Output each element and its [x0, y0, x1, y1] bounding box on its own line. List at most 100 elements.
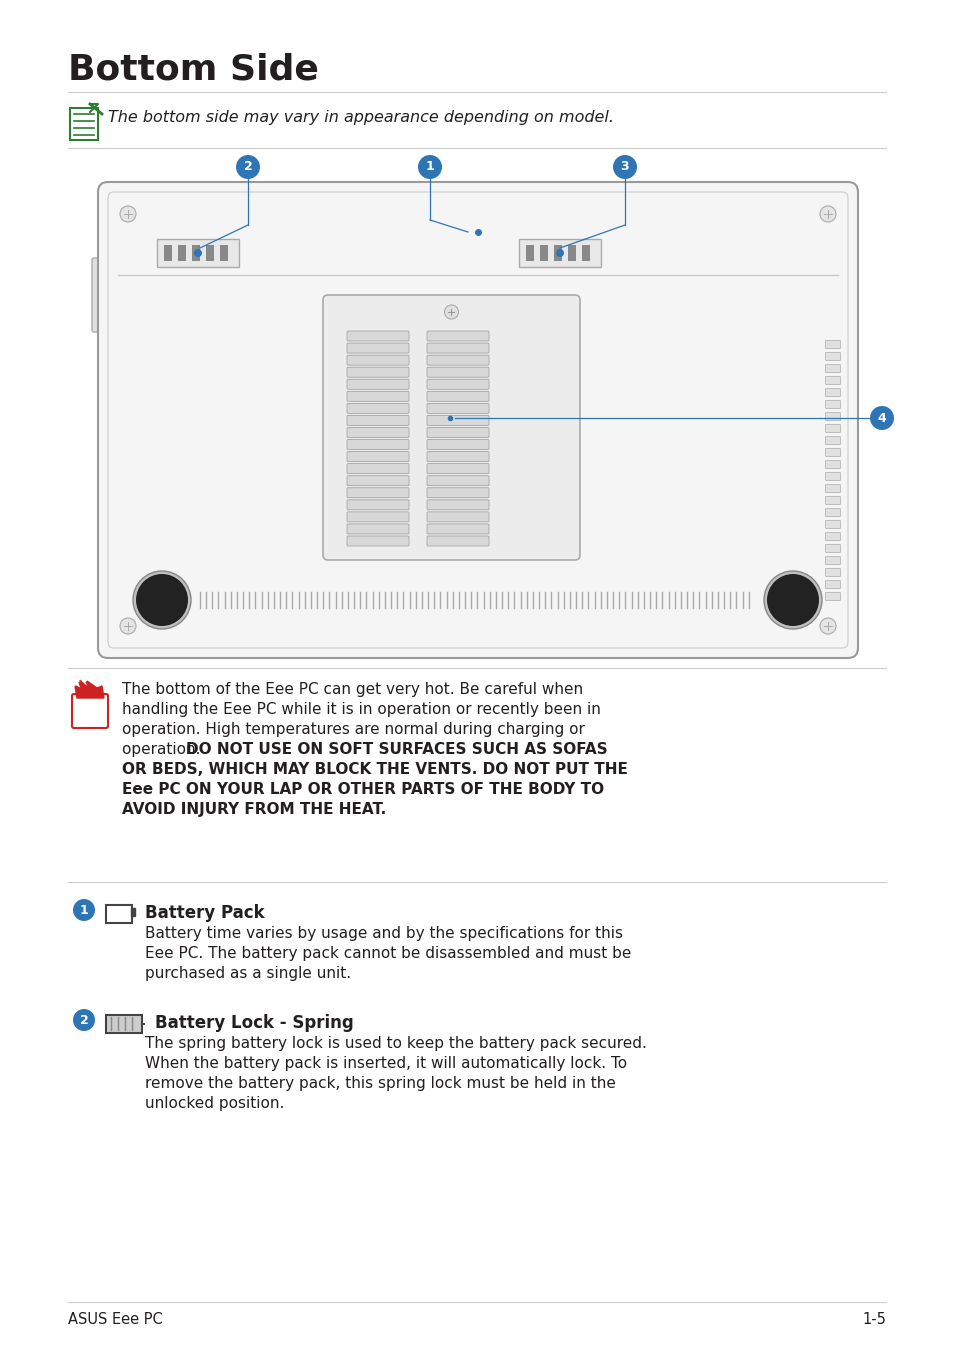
Circle shape [120, 206, 136, 223]
FancyBboxPatch shape [347, 524, 409, 533]
FancyBboxPatch shape [824, 413, 840, 421]
FancyBboxPatch shape [427, 403, 489, 414]
FancyBboxPatch shape [347, 464, 409, 474]
FancyBboxPatch shape [427, 368, 489, 377]
Bar [206, 246, 213, 261]
FancyBboxPatch shape [347, 403, 409, 414]
Text: When the battery pack is inserted, it will automatically lock. To: When the battery pack is inserted, it wi… [145, 1056, 626, 1071]
FancyBboxPatch shape [824, 581, 840, 589]
FancyBboxPatch shape [347, 512, 409, 522]
FancyBboxPatch shape [427, 512, 489, 522]
FancyBboxPatch shape [427, 427, 489, 437]
FancyBboxPatch shape [824, 509, 840, 517]
FancyBboxPatch shape [427, 391, 489, 402]
FancyBboxPatch shape [824, 449, 840, 456]
Circle shape [556, 248, 563, 256]
Text: unlocked position.: unlocked position. [145, 1096, 284, 1111]
FancyBboxPatch shape [824, 425, 840, 433]
FancyBboxPatch shape [347, 343, 409, 353]
FancyBboxPatch shape [347, 368, 409, 377]
Text: The bottom of the Eee PC can get very hot. Be careful when: The bottom of the Eee PC can get very ho… [122, 683, 582, 697]
FancyBboxPatch shape [427, 331, 489, 341]
Polygon shape [74, 697, 106, 726]
Text: The bottom side may vary in appearance depending on model.: The bottom side may vary in appearance d… [108, 110, 614, 125]
FancyBboxPatch shape [347, 415, 409, 425]
FancyBboxPatch shape [131, 908, 135, 916]
Text: OR BEDS, WHICH MAY BLOCK THE VENTS. DO NOT PUT THE: OR BEDS, WHICH MAY BLOCK THE VENTS. DO N… [122, 763, 627, 778]
Text: 1: 1 [425, 160, 434, 174]
Circle shape [120, 617, 136, 634]
Bar [554, 246, 561, 261]
Text: operation.: operation. [122, 742, 205, 757]
Text: Eee PC ON YOUR LAP OR OTHER PARTS OF THE BODY TO: Eee PC ON YOUR LAP OR OTHER PARTS OF THE… [122, 782, 603, 797]
FancyBboxPatch shape [347, 499, 409, 510]
FancyBboxPatch shape [427, 476, 489, 486]
FancyBboxPatch shape [427, 487, 489, 498]
FancyBboxPatch shape [824, 353, 840, 361]
FancyBboxPatch shape [347, 427, 409, 437]
FancyBboxPatch shape [824, 484, 840, 493]
FancyBboxPatch shape [427, 356, 489, 365]
Bar [539, 246, 547, 261]
FancyBboxPatch shape [106, 905, 132, 923]
Text: The spring battery lock is used to keep the battery pack secured.: The spring battery lock is used to keep … [145, 1035, 646, 1052]
Text: ASUS Eee PC: ASUS Eee PC [68, 1312, 163, 1327]
Text: 1: 1 [79, 904, 89, 916]
Text: operation. High temperatures are normal during charging or: operation. High temperatures are normal … [122, 722, 584, 737]
Polygon shape [76, 680, 100, 697]
Text: purchased as a single unit.: purchased as a single unit. [145, 966, 351, 981]
Text: Battery time varies by usage and by the specifications for this: Battery time varies by usage and by the … [145, 925, 622, 940]
Text: handling the Eee PC while it is in operation or recently been in: handling the Eee PC while it is in opera… [122, 702, 600, 716]
Text: Eee PC. The battery pack cannot be disassembled and must be: Eee PC. The battery pack cannot be disas… [145, 946, 631, 961]
Text: DO NOT USE ON SOFT SURFACES SUCH AS SOFAS: DO NOT USE ON SOFT SURFACES SUCH AS SOFA… [186, 742, 607, 757]
Bar [220, 246, 228, 261]
FancyBboxPatch shape [347, 440, 409, 449]
FancyBboxPatch shape [824, 437, 840, 445]
FancyBboxPatch shape [427, 524, 489, 533]
FancyBboxPatch shape [427, 499, 489, 510]
FancyBboxPatch shape [427, 536, 489, 546]
Bar [525, 246, 534, 261]
Circle shape [766, 574, 818, 626]
FancyBboxPatch shape [518, 239, 600, 267]
Text: Battery Lock - Spring: Battery Lock - Spring [154, 1014, 354, 1033]
FancyBboxPatch shape [824, 365, 840, 373]
Text: AVOID INJURY FROM THE HEAT.: AVOID INJURY FROM THE HEAT. [122, 802, 386, 817]
FancyBboxPatch shape [824, 388, 840, 396]
Text: 2: 2 [243, 160, 253, 174]
Circle shape [869, 406, 893, 430]
FancyBboxPatch shape [427, 379, 489, 389]
FancyBboxPatch shape [824, 521, 840, 528]
Circle shape [73, 898, 95, 921]
FancyBboxPatch shape [824, 544, 840, 552]
FancyBboxPatch shape [824, 400, 840, 408]
Text: Bottom Side: Bottom Side [68, 52, 318, 85]
Text: 2: 2 [79, 1014, 89, 1026]
FancyBboxPatch shape [824, 497, 840, 505]
Circle shape [132, 571, 191, 630]
FancyBboxPatch shape [824, 569, 840, 577]
FancyBboxPatch shape [427, 343, 489, 353]
FancyBboxPatch shape [824, 593, 840, 601]
Text: 3: 3 [620, 160, 629, 174]
Bar [178, 246, 186, 261]
Circle shape [235, 155, 260, 179]
Bar [567, 246, 576, 261]
Circle shape [820, 206, 835, 223]
Circle shape [763, 571, 821, 630]
Text: 1-5: 1-5 [862, 1312, 885, 1327]
FancyBboxPatch shape [91, 258, 112, 332]
Text: 4: 4 [877, 411, 885, 425]
FancyBboxPatch shape [157, 239, 239, 267]
FancyBboxPatch shape [824, 460, 840, 468]
FancyBboxPatch shape [347, 536, 409, 546]
Polygon shape [75, 681, 104, 697]
FancyBboxPatch shape [427, 452, 489, 461]
Text: Battery Pack: Battery Pack [145, 904, 264, 921]
Circle shape [417, 155, 441, 179]
FancyBboxPatch shape [347, 476, 409, 486]
Text: remove the battery pack, this spring lock must be held in the: remove the battery pack, this spring loc… [145, 1076, 616, 1091]
FancyBboxPatch shape [347, 331, 409, 341]
FancyBboxPatch shape [347, 487, 409, 498]
FancyBboxPatch shape [824, 532, 840, 540]
